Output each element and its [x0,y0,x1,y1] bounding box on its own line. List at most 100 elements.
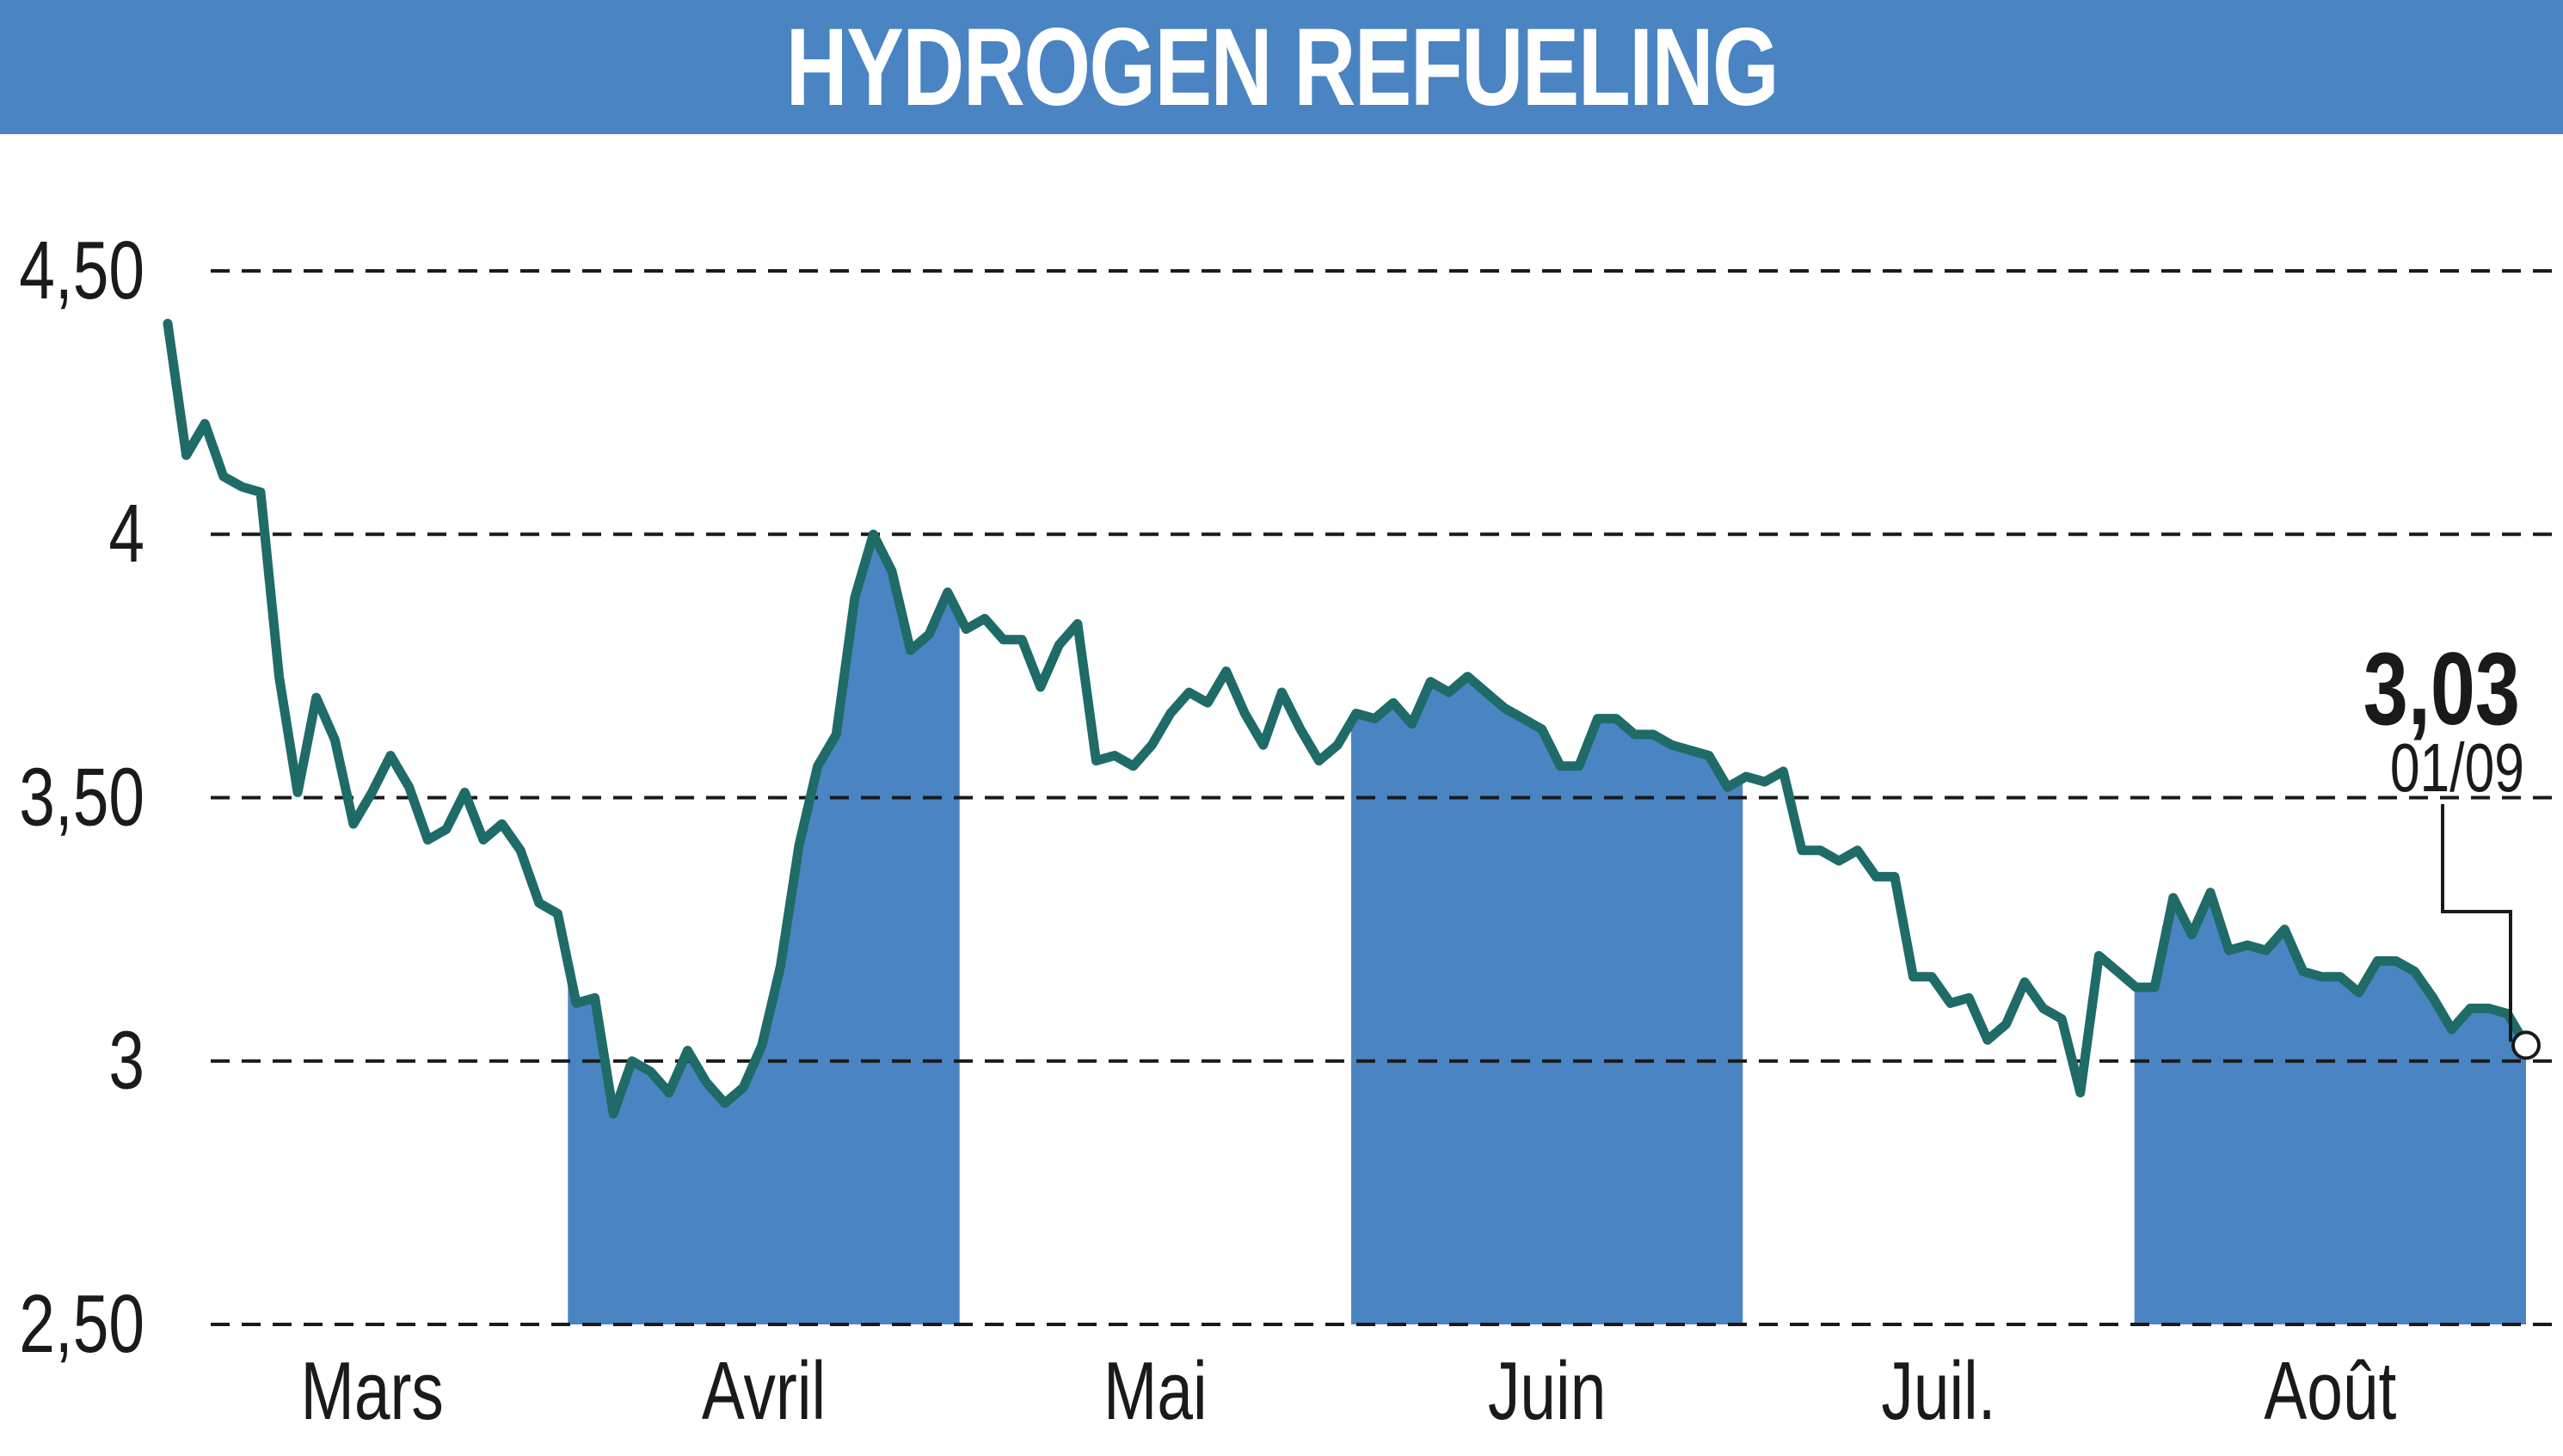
data-point [1170,713,1171,714]
last-value-label: 3,03 [2363,631,2520,746]
data-point [2507,1013,2508,1014]
data-point [1634,734,1635,735]
data-point [1560,765,1561,766]
data-point [205,423,206,424]
data-point [2154,987,2155,988]
data-point [1671,745,1672,746]
data-point [2358,992,2359,993]
data-point [1115,755,1116,756]
data-point [1504,708,1505,709]
data-point [1374,718,1375,719]
data-point [929,634,930,635]
data-point [1578,765,1579,766]
data-point [1653,734,1654,735]
y-tick-label: 4 [108,488,144,580]
data-point [1802,850,1803,851]
data-point [557,913,558,914]
data-point [1300,728,1301,729]
data-point [2043,1008,2044,1009]
data-point [1932,976,1933,977]
data-point [1448,692,1449,693]
data-point [1616,718,1617,719]
data-point [2470,1008,2471,1009]
data-point [2080,1092,2081,1093]
data-point [1022,639,1023,640]
data-point [1857,850,1858,851]
data-point [687,1050,688,1051]
data-point [2247,945,2248,946]
data-point [2451,1029,2452,1030]
data-point [966,629,967,630]
data-point [1059,644,1060,645]
data-point [2321,976,2322,977]
month-band-aot [2134,892,2526,1324]
data-point [2006,1023,2007,1024]
data-point [576,1003,577,1004]
data-point [873,534,874,535]
data-point [1820,850,1821,851]
data-point [427,839,428,840]
data-point [2117,971,2118,972]
data-point [1337,745,1338,746]
y-tick-label: 3 [108,1015,144,1107]
data-point [947,592,948,593]
callout-connector [2441,804,2512,1042]
data-point [2228,950,2229,951]
data-point [1523,718,1524,719]
data-point [1096,760,1097,761]
price-series [163,318,2531,1119]
data-point [242,487,243,488]
y-tick-label: 4,50 [19,224,144,316]
data-point [538,903,539,904]
data-point [2191,934,2192,935]
x-tick-label: Août [2264,1345,2396,1437]
data-point [761,1045,762,1046]
data-point [1411,723,1412,724]
data-point [1894,876,1895,877]
data-point [1764,782,1765,783]
price-line [163,318,2531,1119]
data-point [168,323,169,324]
data-point [2302,971,2303,972]
data-point [1987,1040,1988,1041]
data-point [1485,692,1486,693]
data-point [279,676,280,677]
data-point [1950,1003,1951,1004]
title-bar: HYDROGEN REFUELING [0,0,2563,134]
month-band-avril [568,534,960,1324]
grid [211,269,2563,1326]
data-point [1040,686,1041,687]
data-point [836,734,837,735]
data-point [668,1092,669,1093]
y-tick-label: 2,50 [19,1278,144,1370]
data-point [854,597,855,598]
data-point [1541,728,1542,729]
data-point [464,792,465,793]
data-point [613,1114,614,1115]
data-point [631,1060,632,1061]
data-point [2284,929,2285,930]
chart-title: HYDROGEN REFUELING [785,5,1779,129]
x-tick-label: Mai [1103,1345,1208,1437]
data-point [520,850,521,851]
data-point [316,697,317,698]
y-tick-label: 3,50 [19,752,144,844]
last-date-label: 01/09 [2390,730,2524,807]
data-point [1913,976,1914,977]
data-point [743,1087,744,1088]
data-point [186,455,187,456]
data-point [2210,892,2211,893]
data-point [2488,1008,2489,1009]
data-point [483,839,484,840]
data-point [2340,976,2341,977]
data-point [1597,718,1598,719]
x-tick-label: Juin [1488,1345,1606,1437]
data-point [892,571,893,572]
data-point [1876,876,1877,877]
x-tick-label: Juil. [1881,1345,1995,1437]
x-tick-label: Mars [300,1345,443,1437]
axis-labels: 4,50 4 3,50 3 2,50 Mars Avril Mai Juin Juil. Août [19,224,2396,1437]
data-point [1318,760,1319,761]
